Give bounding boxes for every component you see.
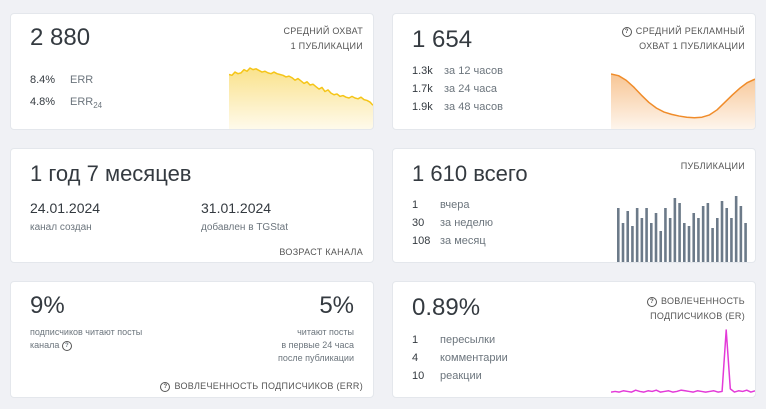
card-publications[interactable]: 1 610 всего ПУБЛИКАЦИИ 1 вчера 30 за недел… <box>392 148 756 263</box>
reach-caption: СРЕДНИЙ ОХВАТ 1 ПУБЛИКАЦИИ <box>283 26 363 51</box>
card-average-ad-reach[interactable]: 1 654 ? СРЕДНИЙ РЕКЛАМНЫЙ ОХВАТ 1 ПУБЛИКА… <box>392 13 756 130</box>
publication-bar <box>617 208 620 262</box>
publication-bar <box>621 223 625 262</box>
publication-bar <box>711 228 714 262</box>
publication-bar <box>668 218 672 262</box>
ad-reach-caption: ? СРЕДНИЙ РЕКЛАМНЫЙ ОХВАТ 1 ПУБЛИКАЦИИ <box>621 24 745 54</box>
err24-row: 4.8% ERR24 <box>30 96 103 111</box>
err-caption: ? ВОВЛЕЧЕННОСТЬ ПОДПИСЧИКОВ (ERR) <box>160 379 363 394</box>
publication-bar <box>744 223 747 262</box>
created-label: канал создан <box>30 222 92 233</box>
channel-age-value: 1 год 7 месяцев <box>30 161 192 186</box>
er-series-line <box>611 329 755 393</box>
reach-value: 2 880 <box>30 24 91 51</box>
er-row: 1 пересылки <box>412 334 496 346</box>
publication-bar <box>645 208 648 262</box>
reach-series-area <box>229 68 373 129</box>
err-right-value: 5% <box>319 292 354 319</box>
ad-reach-sparkline <box>611 73 755 129</box>
err-right-label: читают посты в первые 24 часа после публ… <box>278 327 354 363</box>
publication-bar <box>640 218 644 262</box>
publications-row: 1 вчера <box>412 199 470 211</box>
ad-reach-value: 1 654 <box>412 26 473 53</box>
publication-bar <box>701 206 705 262</box>
info-icon[interactable]: ? <box>160 382 171 392</box>
ad-reach-series-line <box>611 73 755 119</box>
card-average-reach[interactable]: 2 880 СРЕДНИЙ ОХВАТ 1 ПУБЛИКАЦИИ 8.4% ERR… <box>10 13 374 130</box>
publication-bar <box>725 208 729 262</box>
publication-bar <box>692 213 696 262</box>
er-row: 10 реакции <box>412 370 482 382</box>
publication-bar <box>687 226 691 262</box>
info-icon[interactable]: ? <box>61 341 72 351</box>
publication-bar <box>673 198 677 262</box>
publications-row: 30 за неделю <box>412 217 494 229</box>
publication-bar <box>678 203 681 262</box>
publication-bar <box>664 208 667 262</box>
card-channel-age[interactable]: 1 год 7 месяцев 24.01.2024 канал создан … <box>10 148 374 263</box>
added-date: 31.01.2024 <box>201 200 272 216</box>
publications-bar-chart <box>617 196 747 262</box>
ad-reach-series-area <box>611 74 755 129</box>
publications-row: 108 за месяц <box>412 235 486 247</box>
publication-bar <box>683 223 686 262</box>
publication-bar <box>720 201 724 262</box>
publication-bar <box>706 203 710 262</box>
publication-bar <box>631 226 634 262</box>
reach-sparkline <box>229 67 373 129</box>
reach-series-line <box>229 67 373 106</box>
publication-bar <box>734 196 738 262</box>
err-row: 8.4% ERR <box>30 74 94 86</box>
publication-bar <box>730 218 733 262</box>
err-left-label: подписчиков читают посты канала ? <box>30 327 143 351</box>
err-left-value: 9% <box>30 292 65 319</box>
publication-bar <box>635 208 639 262</box>
publication-bar <box>654 213 658 262</box>
ad-reach-row: 1.7k за 24 часа <box>412 83 497 95</box>
publication-bar <box>739 206 743 262</box>
publication-bar <box>716 218 719 262</box>
publications-caption: ПУБЛИКАЦИИ <box>680 161 745 171</box>
publication-bar <box>659 231 663 262</box>
er-sparkline <box>611 329 755 393</box>
publication-bar <box>626 211 630 262</box>
ad-reach-row: 1.9k за 48 часов <box>412 101 503 113</box>
card-err[interactable]: 9% подписчиков читают посты канала ? 5% … <box>10 281 374 398</box>
created-date: 24.01.2024 <box>30 200 101 216</box>
publications-value: 1 610 всего <box>412 161 528 186</box>
publication-bar <box>697 218 700 262</box>
publication-bar <box>650 223 653 262</box>
er-row: 4 комментарии <box>412 352 508 364</box>
er-value: 0.89% <box>412 294 481 321</box>
info-icon[interactable]: ? <box>621 27 632 37</box>
info-icon[interactable]: ? <box>646 297 657 307</box>
er-caption: ? ВОВЛЕЧЕННОСТЬ ПОДПИСЧИКОВ (ER) <box>646 294 745 324</box>
added-label: добавлен в TGStat <box>201 222 289 233</box>
ad-reach-row: 1.3k за 12 часов <box>412 65 503 77</box>
channel-age-caption: ВОЗРАСТ КАНАЛА <box>279 247 363 257</box>
